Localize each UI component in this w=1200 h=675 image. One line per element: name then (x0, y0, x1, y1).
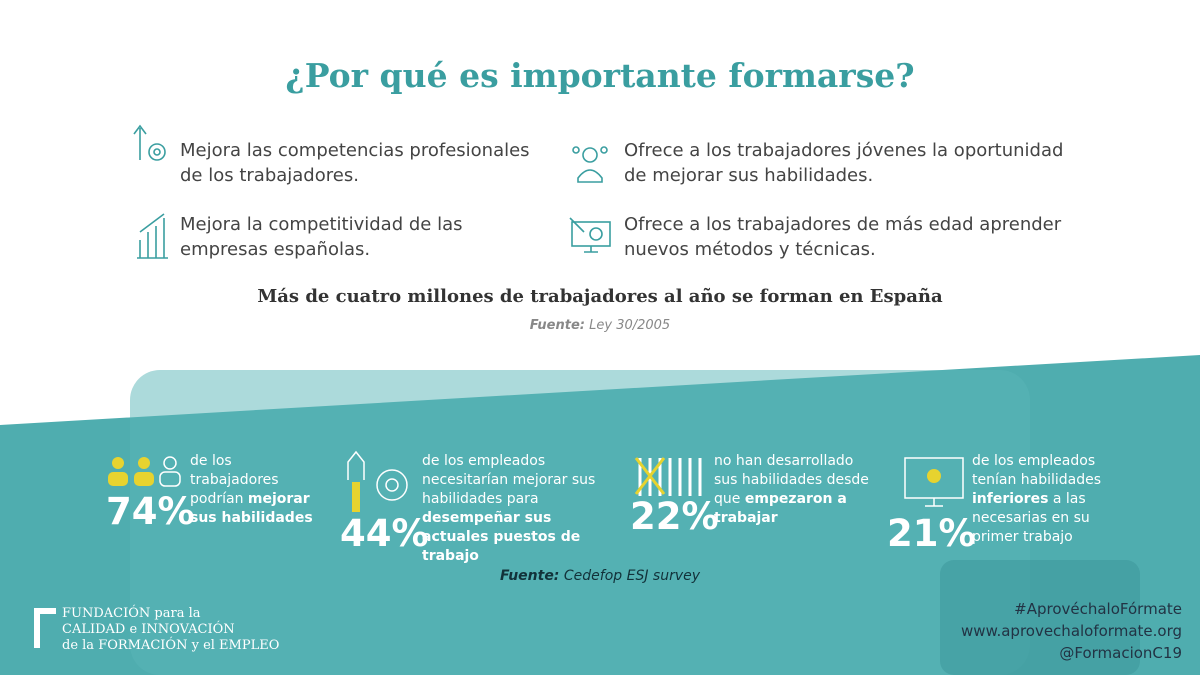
stat-description: de los trabajadores podrían mejorar sus … (190, 452, 315, 528)
stat-text: de los empleados necesitarían mejorar su… (422, 453, 596, 507)
stats-source: Fuente: Cedefop ESJ survey (0, 568, 1200, 584)
source-text: Cedefop ESJ survey (563, 568, 701, 584)
logo-line: FUNDACIÓN para la (62, 606, 201, 621)
source: Fuente: Ley 30/2005 (0, 318, 1200, 333)
stat-text: no han desarrollado sus habilidades desd… (714, 453, 869, 507)
benefit: Ofrece a los trabajadores jóvenes la opo… (624, 140, 1064, 186)
stat-text: mejorar sus habilidades (190, 491, 313, 526)
stat-text: de los empleados tenían habilidades (972, 453, 1102, 488)
logo: FUNDACIÓN para la CALIDAD e INNOVACIÓN d… (62, 606, 279, 654)
title: ¿Por qué es importante formarse? (285, 56, 915, 95)
benefit: Mejora las competencias profesionales de… (180, 140, 530, 186)
stat-figure: 74% (106, 490, 195, 533)
logo-line: CALIDAD e INNOVACIÓN (62, 622, 235, 637)
logo-line: de la FORMACIÓN y el EMPLEO (62, 638, 280, 653)
highlight: Más de cuatro millones de trabajadores a… (257, 286, 943, 307)
stat-description: no han desarrollado sus habilidades desd… (714, 452, 874, 528)
stat-description: de los empleados tenían habilidades infe… (972, 452, 1112, 547)
benefit: Mejora la competitividad de las empresas… (180, 214, 463, 260)
stat-description: de los empleados necesitarían mejorar su… (422, 452, 607, 566)
source-label: Fuente: (529, 318, 585, 333)
source-label: Fuente: (499, 568, 560, 584)
stat-text: desempeñar sus actuales puestos de traba… (422, 510, 581, 564)
stat-figure: 22% (630, 495, 719, 538)
stat-text: empezaron a trabajar (714, 491, 847, 526)
stat-text: inferiores (972, 491, 1049, 507)
footer: #AprovéchaloFórmate www.aprovechaloforma… (961, 598, 1182, 664)
stat-figure: 21% (887, 512, 976, 555)
handle: @FormacionC19 (1059, 644, 1182, 662)
url[interactable]: www.aprovechaloformate.org (961, 622, 1182, 640)
hashtag: #AprovéchaloFórmate (1014, 600, 1182, 618)
source-text: Ley 30/2005 (589, 318, 671, 333)
stat-text: de los trabajadores podrían (190, 453, 279, 507)
stat-figure: 44% (340, 512, 429, 555)
benefit: Ofrece a los trabajadores de más edad ap… (624, 214, 1062, 260)
stat-text: a las necesarias en su primer trabajo (972, 491, 1090, 545)
